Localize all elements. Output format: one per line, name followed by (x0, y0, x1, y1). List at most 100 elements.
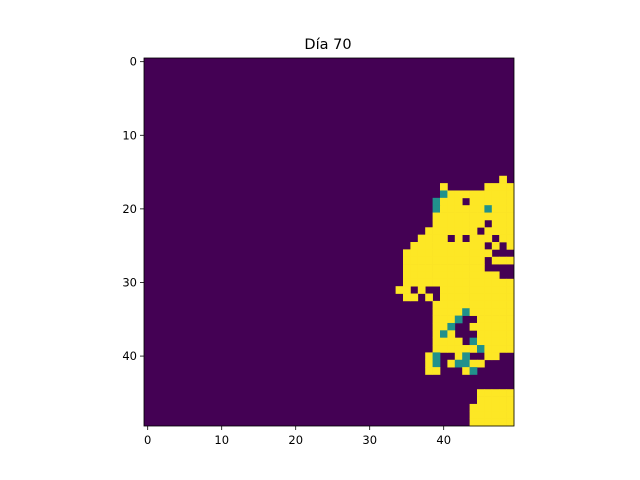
heatmap-cell (506, 322, 515, 331)
heatmap-cell (469, 403, 478, 412)
heatmap-cell (417, 249, 426, 258)
heatmap-cell (410, 264, 419, 272)
heatmap-cell (403, 271, 411, 280)
heatmap-cell (469, 337, 478, 346)
heatmap-cell (491, 345, 500, 353)
heatmap-cell (506, 403, 515, 412)
heatmap-cell (395, 286, 404, 294)
x-tick-label: 40 (436, 433, 451, 447)
heatmap-cell (403, 264, 411, 272)
heatmap-cell (469, 359, 478, 368)
heatmap-cell (477, 256, 485, 265)
heatmap-cell (491, 212, 500, 221)
heatmap-cell (417, 286, 426, 294)
heatmap-cell (432, 219, 441, 228)
heatmap-cell (484, 308, 493, 316)
heatmap-cell (469, 256, 478, 265)
heatmap-cell (484, 278, 493, 287)
heatmap-cell (410, 271, 419, 280)
heatmap-cell (440, 337, 448, 346)
heatmap-cell (469, 308, 478, 316)
heatmap-cell (447, 315, 456, 324)
heatmap-cell (469, 190, 478, 199)
heatmap-cell (477, 418, 485, 427)
heatmap-cell (477, 219, 485, 228)
heatmap-cell (440, 271, 448, 280)
y-tick-label: 40 (122, 349, 137, 363)
heatmap-cell (491, 286, 500, 294)
heatmap-cell (432, 300, 441, 309)
heatmap-cell (432, 278, 441, 287)
heatmap-cell (403, 278, 411, 287)
heatmap-cell (417, 234, 426, 243)
heatmap-cell (469, 219, 478, 228)
heatmap-cell (469, 212, 478, 221)
heatmap-cell (454, 242, 463, 250)
heatmap-cell (469, 271, 478, 280)
heatmap-cell (469, 197, 478, 206)
heatmap-cell (447, 249, 456, 258)
heatmap-cell (432, 197, 441, 206)
axes-frame (143, 57, 515, 427)
heatmap-cell (499, 293, 507, 302)
heatmap-cell (447, 190, 456, 199)
heatmap-cell (499, 389, 507, 397)
heatmap-cell (432, 345, 441, 353)
heatmap-cell (506, 278, 515, 287)
y-tick-label: 20 (122, 202, 137, 216)
heatmap-cell (469, 293, 478, 302)
heatmap-cell (425, 264, 433, 272)
heatmap-cell (491, 256, 500, 265)
heatmap-cell (454, 293, 463, 302)
heatmap-cell (447, 242, 456, 250)
heatmap-cell (454, 271, 463, 280)
heatmap-cell (454, 256, 463, 265)
heatmap-cell (432, 322, 441, 331)
heatmap-cell (469, 418, 478, 427)
heatmap-cell (477, 212, 485, 221)
heatmap-cell (469, 234, 478, 243)
heatmap-cell (491, 322, 500, 331)
heatmap-cell (447, 256, 456, 265)
heatmap-cell (506, 286, 515, 294)
heatmap-cell (462, 359, 470, 368)
heatmap-cell (440, 190, 448, 199)
heatmap-cell (440, 264, 448, 272)
heatmap-cell (477, 234, 485, 243)
heatmap-cell (477, 322, 485, 331)
heatmap-cell (491, 300, 500, 309)
heatmap-cell (440, 286, 448, 294)
heatmap-cell (491, 278, 500, 287)
heatmap-cell (484, 337, 493, 346)
heatmap-cell (491, 396, 500, 405)
heatmap-cell (491, 242, 500, 250)
heatmap-cell (440, 197, 448, 206)
heatmap-cell (484, 396, 493, 405)
heatmap-cell (447, 278, 456, 287)
heatmap-cell (506, 389, 515, 397)
heatmap-cell (484, 197, 493, 206)
heatmap-cell (410, 256, 419, 265)
heatmap-cell (491, 330, 500, 339)
heatmap-cell (440, 308, 448, 316)
heatmap-cell (469, 249, 478, 258)
heatmap-cell (506, 197, 515, 206)
heatmap-cell (403, 293, 411, 302)
heatmap-cell (447, 359, 456, 368)
heatmap-cell (499, 330, 507, 339)
heatmap-cell (462, 278, 470, 287)
heatmap-cell (440, 249, 448, 258)
heatmap-cell (447, 227, 456, 235)
heatmap-cell (491, 337, 500, 346)
heatmap-cell (491, 197, 500, 206)
heatmap-cell (477, 205, 485, 213)
heatmap-cell (410, 278, 419, 287)
heatmap-cell (477, 345, 485, 353)
heatmap-cell (403, 286, 411, 294)
heatmap-cell (484, 322, 493, 331)
heatmap-cell (477, 197, 485, 206)
heatmap-cell (506, 315, 515, 324)
heatmap-cell (506, 345, 515, 353)
heatmap-cell (499, 212, 507, 221)
